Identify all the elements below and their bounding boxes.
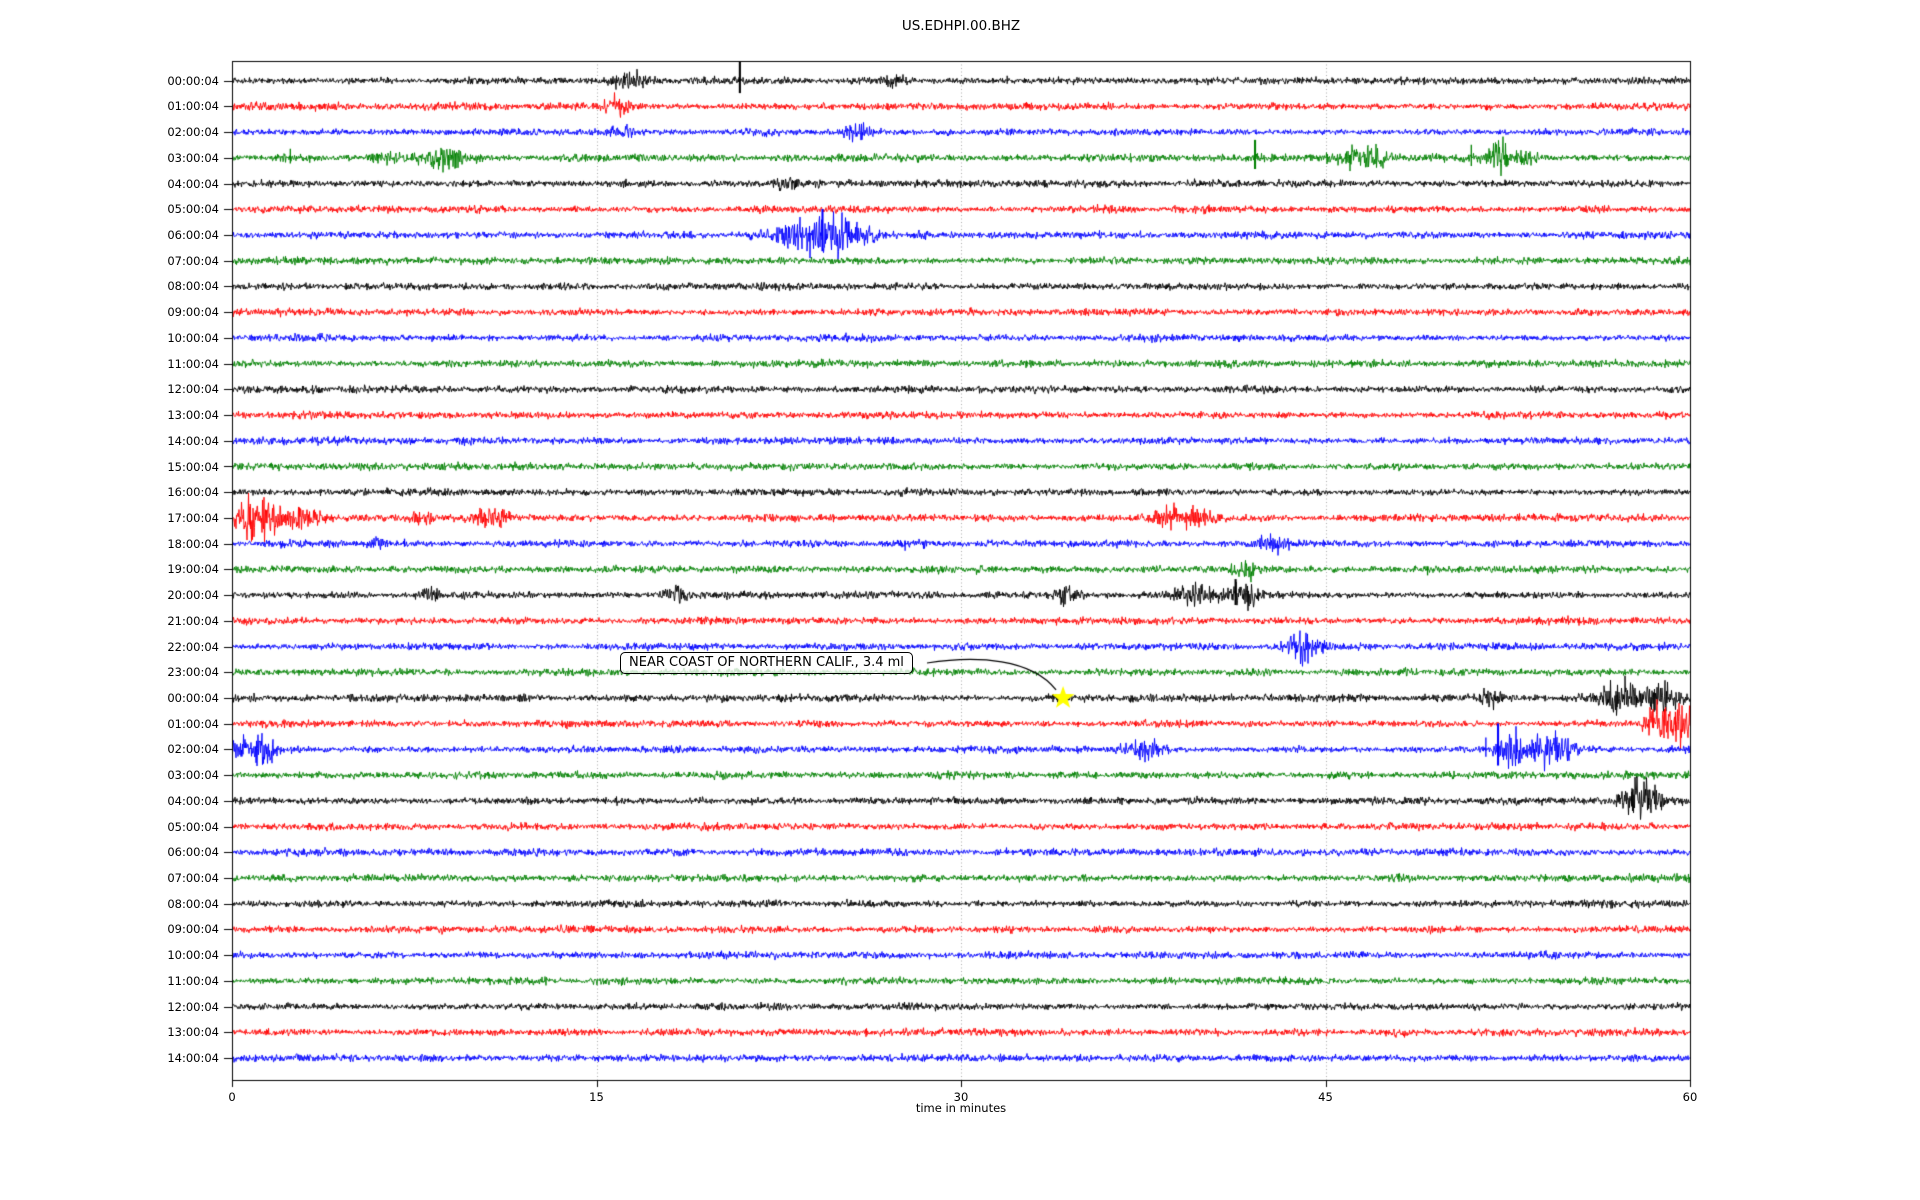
row-label: 11:00:04 xyxy=(167,973,219,988)
row-label: 06:00:04 xyxy=(167,845,219,860)
row-label: 09:00:04 xyxy=(167,305,219,320)
row-label: 10:00:04 xyxy=(167,948,219,963)
row-label: 03:00:04 xyxy=(167,768,219,783)
row-label: 09:00:04 xyxy=(167,922,219,937)
x-tick-label: 15 xyxy=(589,1090,604,1104)
row-label: 18:00:04 xyxy=(167,536,219,551)
row-label: 22:00:04 xyxy=(167,639,219,654)
row-label: 01:00:04 xyxy=(167,99,219,114)
row-label: 12:00:04 xyxy=(167,382,219,397)
event-annotation: NEAR COAST OF NORTHERN CALIF., 3.4 ml xyxy=(620,652,913,674)
row-label: 05:00:04 xyxy=(167,819,219,834)
row-label: 17:00:04 xyxy=(167,510,219,525)
x-tick-label: 45 xyxy=(1318,1090,1333,1104)
plot-title: US.EDHPI.00.BHZ xyxy=(901,18,1021,34)
row-label: 00:00:04 xyxy=(167,73,219,88)
row-label: 03:00:04 xyxy=(167,150,219,165)
row-label: 14:00:04 xyxy=(167,1051,219,1066)
row-label: 14:00:04 xyxy=(167,433,219,448)
row-label: 12:00:04 xyxy=(167,999,219,1014)
row-label: 07:00:04 xyxy=(167,253,219,268)
event-annotation-text: NEAR COAST OF NORTHERN CALIF., 3.4 ml xyxy=(629,655,904,670)
x-tick-label: 30 xyxy=(953,1090,969,1104)
row-label: 02:00:04 xyxy=(167,742,219,757)
x-tick-label: 60 xyxy=(1682,1090,1698,1104)
x-tick-label: 0 xyxy=(228,1090,236,1104)
row-label: 05:00:04 xyxy=(167,202,219,217)
row-label: 13:00:04 xyxy=(167,1025,219,1040)
row-label: 16:00:04 xyxy=(167,485,219,500)
row-label: 04:00:04 xyxy=(167,176,219,191)
row-label: 00:00:04 xyxy=(167,690,219,705)
row-label: 07:00:04 xyxy=(167,871,219,886)
x-axis-label: time in minutes xyxy=(915,1101,1007,1115)
row-label: 15:00:04 xyxy=(167,459,219,474)
row-label: 08:00:04 xyxy=(167,279,219,294)
row-label: 21:00:04 xyxy=(167,613,219,628)
row-label: 08:00:04 xyxy=(167,896,219,911)
row-label: 23:00:04 xyxy=(167,665,219,680)
row-label: 13:00:04 xyxy=(167,408,219,423)
row-label: 11:00:04 xyxy=(167,356,219,371)
row-label: 06:00:04 xyxy=(167,228,219,243)
row-label: 04:00:04 xyxy=(167,793,219,808)
row-label: 10:00:04 xyxy=(167,330,219,345)
row-label: 01:00:04 xyxy=(167,716,219,731)
row-label: 20:00:04 xyxy=(167,588,219,603)
row-label: 19:00:04 xyxy=(167,562,219,577)
row-label: 02:00:04 xyxy=(167,125,219,140)
